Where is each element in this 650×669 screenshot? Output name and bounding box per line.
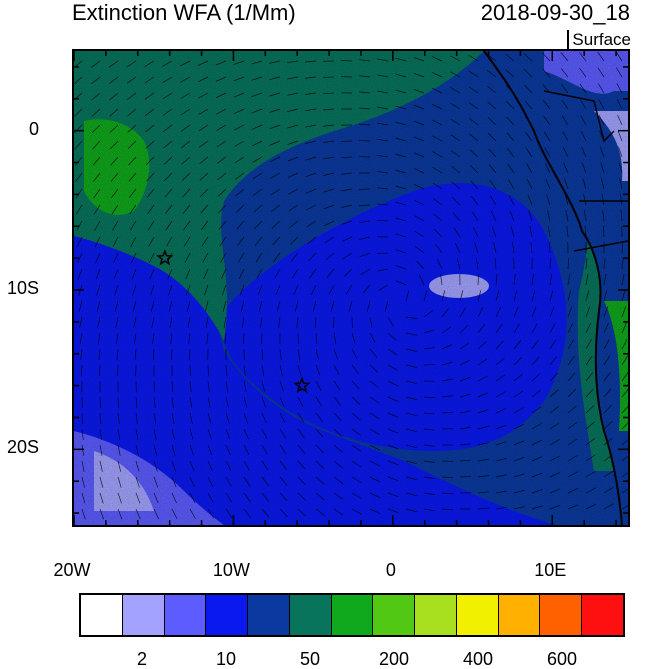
map-panel (72, 49, 630, 527)
colorbar-swatch (248, 595, 290, 635)
colorbar-swatch (206, 595, 248, 635)
lat-tick-label: 10S (7, 278, 39, 298)
colorbar-swatch (582, 595, 623, 635)
lon-tick-label: 20W (53, 560, 90, 580)
lat-tick-label: 20S (7, 437, 39, 457)
colorbar-label: 50 (300, 649, 320, 669)
lon-tick-label: 10W (213, 560, 250, 580)
colorbar-swatch (123, 595, 165, 635)
map-canvas (74, 51, 628, 525)
colorbar-label: 10 (216, 649, 236, 669)
colorbar (79, 593, 625, 637)
colorbar-swatch (457, 595, 499, 635)
colorbar-swatch (290, 595, 332, 635)
colorbar-swatch (415, 595, 457, 635)
level-label: Surface (567, 30, 631, 50)
colorbar-swatch (373, 595, 415, 635)
colorbar-label: 200 (379, 649, 409, 669)
texture-overlay (74, 51, 628, 525)
colorbar-swatch (165, 595, 207, 635)
colorbar-label: 400 (463, 649, 493, 669)
datetime-label: 2018-09-30_18 (481, 0, 630, 26)
colorbar-label: 600 (547, 649, 577, 669)
map-title: Extinction WFA (1/Mm) (72, 0, 296, 26)
colorbar-swatch (332, 595, 374, 635)
colorbar-swatch (499, 595, 541, 635)
colorbar-swatch (540, 595, 582, 635)
colorbar-label: 2 (137, 649, 147, 669)
lat-tick-label: 0 (29, 119, 39, 139)
lon-tick-label: 0 (386, 560, 396, 580)
colorbar-swatch (81, 595, 123, 635)
lon-tick-label: 10E (534, 560, 566, 580)
